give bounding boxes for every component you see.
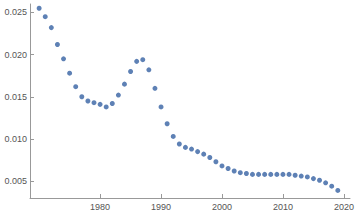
svg-text:0.025: 0.025	[4, 7, 27, 17]
svg-text:1990: 1990	[151, 202, 171, 212]
svg-text:0.015: 0.015	[4, 92, 27, 102]
svg-text:2000: 2000	[212, 202, 232, 212]
svg-text:0.010: 0.010	[4, 134, 27, 144]
svg-text:1980: 1980	[90, 202, 110, 212]
svg-text:0.005: 0.005	[4, 176, 27, 186]
svg-text:2010: 2010	[273, 202, 293, 212]
svg-text:0.020: 0.020	[4, 50, 27, 60]
svg-text:2020: 2020	[334, 202, 354, 212]
